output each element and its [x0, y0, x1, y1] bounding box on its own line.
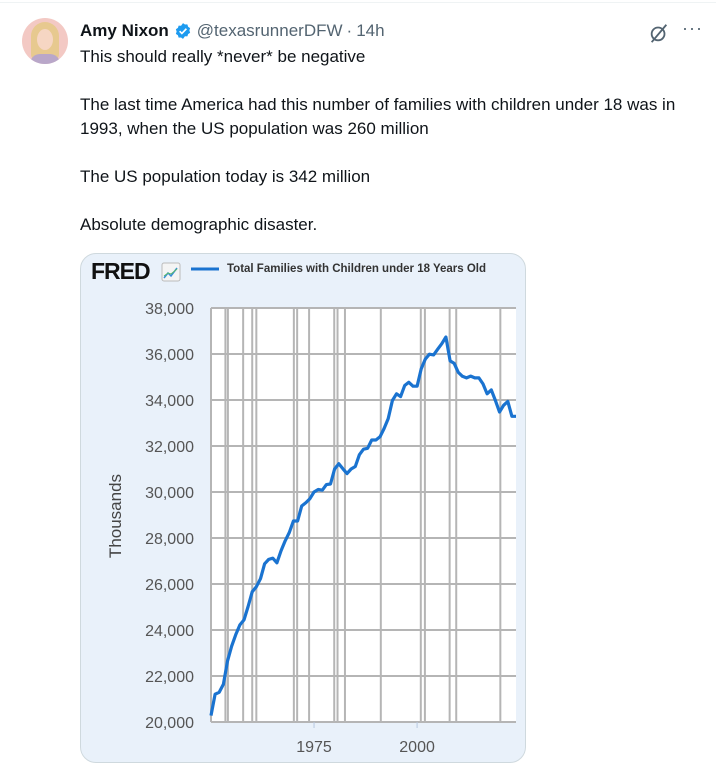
fred-chart: FRED Total Families with Children under …: [91, 258, 517, 756]
avatar-shirt: [30, 54, 60, 64]
y-tick-label: 24,000: [145, 623, 194, 640]
x-tick-label: 2000: [399, 739, 435, 756]
tweet-line: This should really *never* be negative: [80, 47, 366, 66]
y-tick-label: 34,000: [145, 393, 194, 410]
y-tick-label: 20,000: [145, 715, 194, 732]
tweet-line: Absolute demographic disaster.: [80, 215, 318, 234]
verified-badge-icon: [175, 23, 190, 39]
fred-logo: FRED: [91, 258, 150, 284]
author-handle[interactable]: @texasrunnerDFW: [196, 21, 343, 40]
more-options-button[interactable]: ···: [682, 18, 703, 38]
y-tick-label: 30,000: [145, 485, 194, 502]
x-tick-label: 1975: [296, 739, 332, 756]
tweet-text: This should really *never* be negative T…: [80, 45, 700, 237]
y-tick-label: 26,000: [145, 577, 194, 594]
tweet-header: Amy Nixon @texasrunnerDFW · 14h: [80, 20, 385, 42]
tweet-line: The last time America had this number of…: [80, 95, 676, 138]
y-tick-label: 28,000: [145, 531, 194, 548]
y-tick-label: 22,000: [145, 669, 194, 686]
y-tick-label: 36,000: [145, 347, 194, 364]
avatar[interactable]: [22, 18, 68, 64]
author-name[interactable]: Amy Nixon: [80, 21, 169, 40]
avatar-face: [37, 29, 53, 50]
legend-label: Total Families with Children under 18 Ye…: [227, 263, 486, 275]
grok-icon[interactable]: [648, 22, 670, 44]
chart-image[interactable]: FRED Total Families with Children under …: [80, 253, 526, 763]
separator: ·: [346, 21, 353, 40]
fred-logo-chart-icon: [161, 262, 181, 282]
y-tick-label: 38,000: [145, 301, 194, 318]
tweet-line: The US population today is 342 million: [80, 167, 371, 186]
y-axis-label: Thousands: [106, 474, 125, 558]
timestamp[interactable]: 14h: [356, 21, 385, 40]
y-tick-label: 32,000: [145, 439, 194, 456]
divider: [0, 2, 716, 3]
